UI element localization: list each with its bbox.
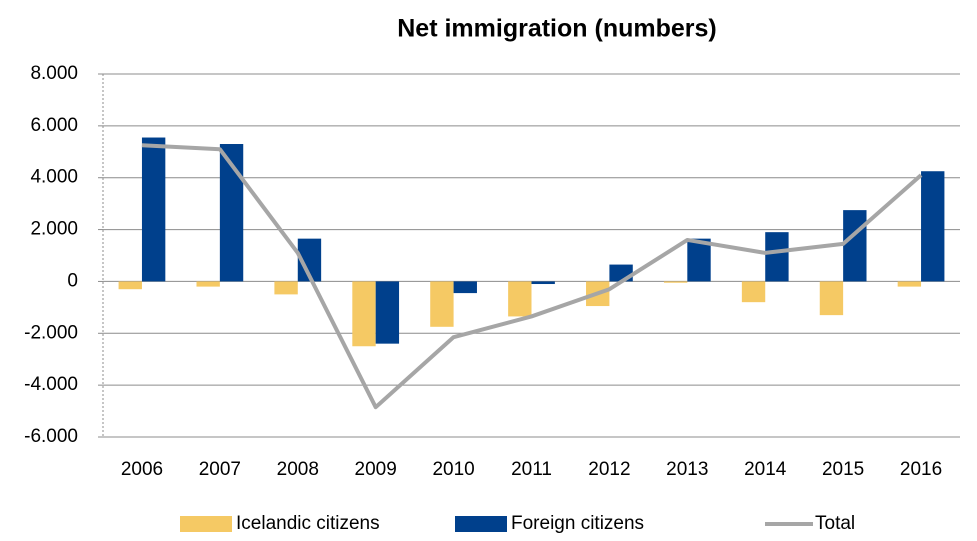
x-tick-label: 2008 [277, 459, 319, 480]
bar [375, 281, 400, 344]
bar [118, 281, 142, 290]
bar [274, 281, 298, 295]
bar [765, 232, 789, 282]
bar [196, 281, 220, 287]
bar [508, 281, 532, 317]
legend-label: Total [815, 513, 855, 534]
x-tick-label: 2016 [900, 459, 942, 480]
x-tick-label: 2010 [432, 459, 474, 480]
y-tick-label: 0 [67, 270, 78, 291]
x-tick-label: 2014 [744, 459, 787, 480]
bar [141, 137, 166, 282]
x-tick-label: 2013 [666, 459, 708, 480]
bar [843, 210, 867, 282]
x-tick-label: 2009 [355, 459, 397, 480]
legend-label: Icelandic citizens [236, 513, 380, 534]
legend-label: Foreign citizens [511, 513, 644, 534]
x-tick-label: 2007 [199, 459, 241, 480]
bar [352, 281, 376, 347]
bar [741, 281, 766, 303]
bar [430, 281, 454, 327]
x-tick-label: 2006 [121, 459, 163, 480]
bar [663, 281, 688, 283]
chart-title: Net immigration (numbers) [397, 15, 716, 43]
bar [453, 281, 477, 294]
y-tick-label: 2.000 [30, 219, 78, 240]
y-tick-label: 4.000 [30, 167, 78, 188]
bar [297, 238, 322, 282]
legend-swatch [455, 516, 507, 532]
bar [219, 144, 244, 282]
y-tick-label: -2.000 [24, 322, 78, 343]
bar [897, 281, 922, 287]
bar [921, 171, 945, 282]
y-tick-label: 8.000 [30, 63, 78, 84]
line [141, 143, 923, 410]
y-tick-label: -6.000 [24, 426, 78, 447]
bar [531, 281, 555, 285]
legend-swatch [180, 516, 232, 532]
y-tick-label: -4.000 [24, 374, 78, 395]
x-tick-label: 2012 [588, 459, 630, 480]
x-tick-label: 2015 [822, 459, 864, 480]
x-tick-label: 2011 [511, 459, 552, 480]
bar [687, 238, 711, 282]
bar [819, 281, 844, 316]
y-tick-label: 6.000 [30, 115, 78, 136]
